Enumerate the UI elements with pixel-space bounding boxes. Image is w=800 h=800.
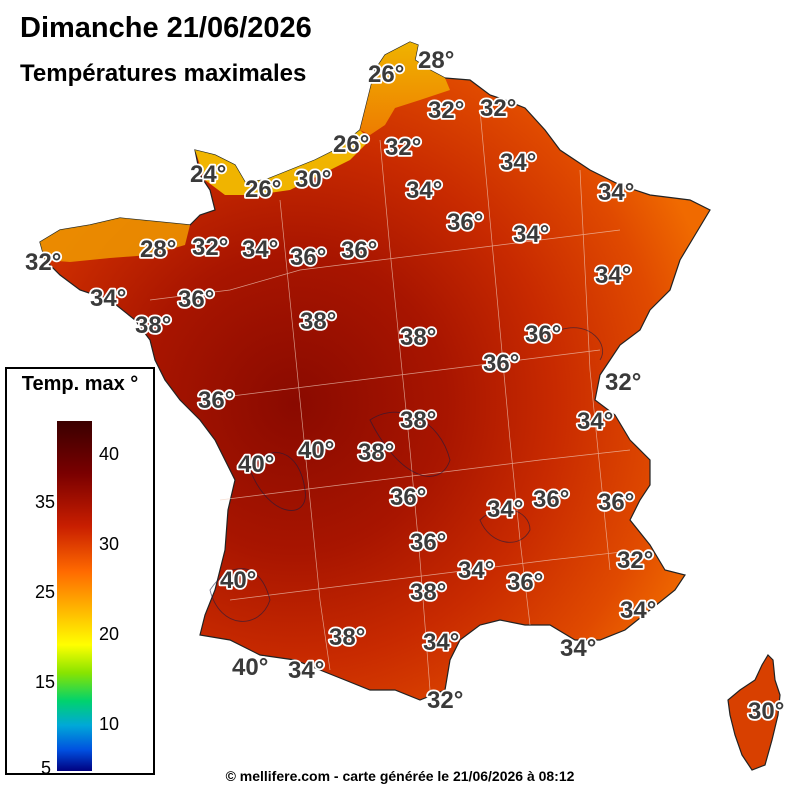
temperature-label: 36° xyxy=(290,244,326,271)
legend-tick-10: 10 xyxy=(99,714,120,734)
temperature-label: 36° xyxy=(533,486,569,513)
legend: Temp. max ° 35 25 15 5 40 30 20 10 xyxy=(5,367,155,778)
temperature-label: 34° xyxy=(406,177,442,204)
temperature-label: 34° xyxy=(423,629,459,656)
temperature-label: 26° xyxy=(245,176,281,203)
normandy-cool-zone xyxy=(195,130,370,195)
temperature-label: 34° xyxy=(458,557,494,584)
temperature-label: 36° xyxy=(507,569,543,596)
legend-tick-25: 25 xyxy=(35,582,56,602)
france-mainland xyxy=(39,41,711,701)
legend-tick-35: 35 xyxy=(35,492,56,512)
temperature-label: 36° xyxy=(447,209,483,236)
temperature-label: 40° xyxy=(220,567,256,594)
temperature-label: 34° xyxy=(598,179,634,206)
temperature-label: 32° xyxy=(427,687,463,714)
temperature-label: 38° xyxy=(329,624,365,651)
temperature-label: 38° xyxy=(135,312,171,339)
temperature-label: 34° xyxy=(242,236,278,263)
legend-tick-30: 30 xyxy=(99,534,120,554)
map-subtitle: Températures maximales xyxy=(20,60,307,87)
temperature-label: 34° xyxy=(288,657,324,684)
temperature-label: 36° xyxy=(178,286,214,313)
temperature-label: 38° xyxy=(410,579,446,606)
temperature-label: 38° xyxy=(400,324,436,351)
brittany-cool-zone xyxy=(40,218,190,262)
footer-credit: © mellifere.com - carte générée le 21/06… xyxy=(225,768,575,784)
temperature-label: 38° xyxy=(358,439,394,466)
temperature-label: 38° xyxy=(400,407,436,434)
temperature-label: 32° xyxy=(428,97,464,124)
temperature-label: 34° xyxy=(577,408,613,435)
temperature-label: 38° xyxy=(300,308,336,335)
temperature-label: 40° xyxy=(238,451,274,478)
temperature-label: 26° xyxy=(333,131,369,158)
temperature-label: 36° xyxy=(410,529,446,556)
legend-tick-40: 40 xyxy=(99,444,120,464)
temperature-label: 34° xyxy=(560,635,596,662)
temperature-label: 34° xyxy=(595,262,631,289)
department-borders xyxy=(149,109,641,691)
legend-tick-15: 15 xyxy=(35,672,56,692)
legend-color-bar xyxy=(57,421,92,771)
temperature-label: 30° xyxy=(748,698,784,725)
temperature-label: 34° xyxy=(500,149,536,176)
temperature-label: 36° xyxy=(198,387,234,414)
temperature-label: 36° xyxy=(390,484,426,511)
temperature-label: 30° xyxy=(295,166,331,193)
temperature-label: 24° xyxy=(190,161,226,188)
temperature-label: 36° xyxy=(483,350,519,377)
isolines xyxy=(209,327,604,622)
temperature-label: 26° xyxy=(368,61,404,88)
temperature-label: 34° xyxy=(620,597,656,624)
temperature-label: 40° xyxy=(232,654,268,681)
temperature-label: 34° xyxy=(90,285,126,312)
legend-tick-5: 5 xyxy=(41,758,52,778)
temperature-label: 28° xyxy=(418,47,454,74)
temperature-label: 36° xyxy=(525,321,561,348)
temperature-label: 32° xyxy=(192,234,228,261)
legend-title: Temp. max ° xyxy=(21,373,139,395)
temperature-label: 32° xyxy=(480,95,516,122)
temperature-label: 32° xyxy=(605,369,641,396)
temperature-label: 32° xyxy=(617,547,653,574)
temperature-label: 32° xyxy=(25,249,61,276)
temperature-label: 34° xyxy=(513,221,549,248)
north-cool-zone xyxy=(360,42,450,135)
temperature-label: 32° xyxy=(385,134,421,161)
temperature-label: 28° xyxy=(140,236,176,263)
map-title: Dimanche 21/06/2026 xyxy=(20,12,312,44)
temperature-label: 36° xyxy=(598,489,634,516)
corsica xyxy=(727,654,781,771)
legend-tick-20: 20 xyxy=(99,624,120,644)
temperature-label: 40° xyxy=(298,437,334,464)
temperature-label: 36° xyxy=(341,237,377,264)
temperature-label: 34° xyxy=(487,496,523,523)
